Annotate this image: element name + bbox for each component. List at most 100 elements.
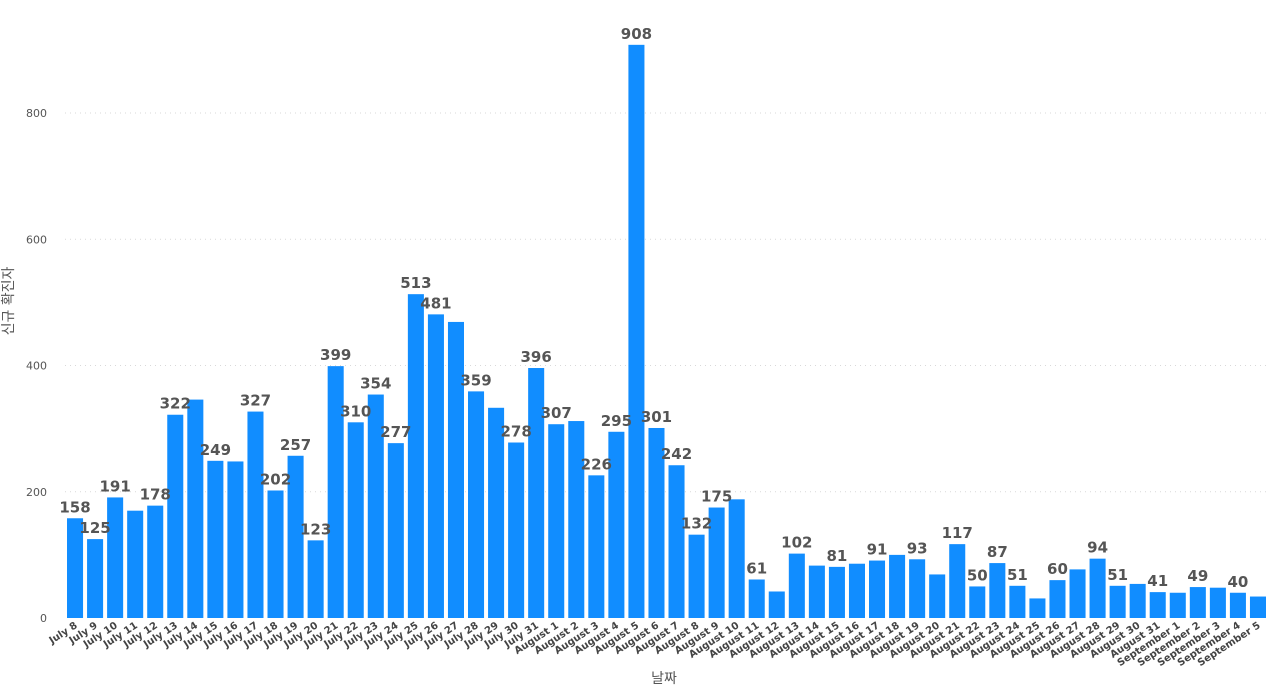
y-tick-label: 200	[26, 486, 47, 499]
data-label: 123	[300, 520, 331, 538]
x-axis-title: 날짜	[651, 671, 677, 687]
data-label: 310	[340, 402, 371, 420]
data-label: 307	[541, 404, 572, 422]
bar	[1109, 585, 1126, 618]
bar	[508, 442, 525, 618]
data-label: 295	[601, 412, 632, 430]
bar	[247, 411, 264, 618]
y-tick-label: 0	[40, 612, 47, 625]
bar	[1129, 583, 1146, 618]
bar	[1229, 592, 1246, 618]
bar	[488, 407, 505, 618]
bar	[688, 534, 705, 618]
data-label: 242	[661, 445, 692, 463]
bar	[969, 586, 986, 618]
bar	[808, 565, 825, 618]
bar	[227, 461, 244, 618]
data-label: 125	[79, 519, 110, 537]
bar	[267, 490, 284, 618]
data-label: 278	[500, 423, 531, 441]
bar	[628, 44, 645, 618]
bar	[548, 424, 565, 618]
bar	[367, 394, 384, 618]
bar	[127, 510, 144, 618]
bar	[1249, 596, 1266, 618]
gridlines	[65, 112, 1268, 493]
bar	[307, 540, 324, 618]
data-labels: 158 125 191 178 322 249 327 202 257 123 399 310 354 2…	[59, 25, 1248, 591]
data-label: 81	[826, 547, 847, 565]
data-label: 61	[746, 559, 767, 577]
data-label: 94	[1087, 539, 1108, 557]
data-label: 908	[621, 25, 652, 43]
bar	[147, 505, 164, 618]
data-label: 132	[681, 515, 712, 533]
data-label: 396	[521, 348, 552, 366]
bar	[187, 399, 204, 618]
data-label: 249	[200, 441, 231, 459]
bar	[648, 427, 665, 618]
y-tick-label: 400	[26, 360, 47, 373]
data-label: 513	[400, 274, 431, 292]
data-label: 50	[967, 566, 988, 584]
bar	[909, 559, 926, 618]
data-label: 226	[581, 455, 612, 473]
bar	[468, 391, 485, 618]
bar	[67, 518, 84, 618]
y-tick-label: 800	[26, 107, 47, 120]
data-label: 257	[280, 436, 311, 454]
data-label: 158	[59, 498, 90, 516]
bar	[287, 455, 304, 618]
bar	[989, 563, 1006, 618]
y-axis-title: 신규 확진자	[1, 266, 17, 335]
bar	[207, 460, 224, 618]
bar	[1089, 558, 1106, 618]
bar	[1029, 598, 1046, 618]
data-label: 322	[160, 395, 191, 413]
data-label: 49	[1187, 567, 1208, 585]
bar	[748, 579, 765, 618]
data-label: 359	[460, 371, 491, 389]
data-label: 178	[140, 486, 171, 504]
data-label: 301	[641, 408, 672, 426]
data-label: 87	[987, 543, 1008, 561]
bar	[427, 314, 444, 618]
data-label: 91	[867, 541, 888, 559]
bar	[447, 321, 464, 618]
data-label: 175	[701, 488, 732, 506]
y-tick-label: 600	[26, 233, 47, 246]
bar	[528, 368, 545, 618]
data-label: 277	[380, 423, 411, 441]
data-label: 354	[360, 375, 391, 393]
bar	[1209, 587, 1226, 618]
data-label: 51	[1007, 566, 1028, 584]
bar	[768, 591, 785, 618]
bar	[708, 507, 725, 618]
data-label: 202	[260, 470, 291, 488]
data-label: 117	[942, 524, 973, 542]
bar	[668, 465, 685, 618]
bars	[67, 44, 1266, 619]
bar	[87, 539, 104, 618]
bar	[1149, 592, 1166, 618]
bar	[407, 294, 424, 618]
bar	[949, 544, 966, 618]
bar	[1069, 569, 1086, 618]
bar	[728, 499, 745, 618]
bar	[588, 475, 605, 618]
bar	[889, 554, 906, 619]
bar	[1189, 587, 1206, 618]
data-label: 41	[1147, 572, 1168, 590]
data-label: 399	[320, 346, 351, 364]
bar	[387, 443, 404, 618]
data-label: 40	[1227, 573, 1248, 591]
bar	[327, 366, 344, 618]
data-label: 93	[907, 539, 928, 557]
bar	[929, 574, 946, 618]
bar	[788, 553, 805, 618]
bar	[828, 566, 845, 618]
data-label: 191	[99, 477, 130, 495]
bar	[107, 497, 124, 618]
